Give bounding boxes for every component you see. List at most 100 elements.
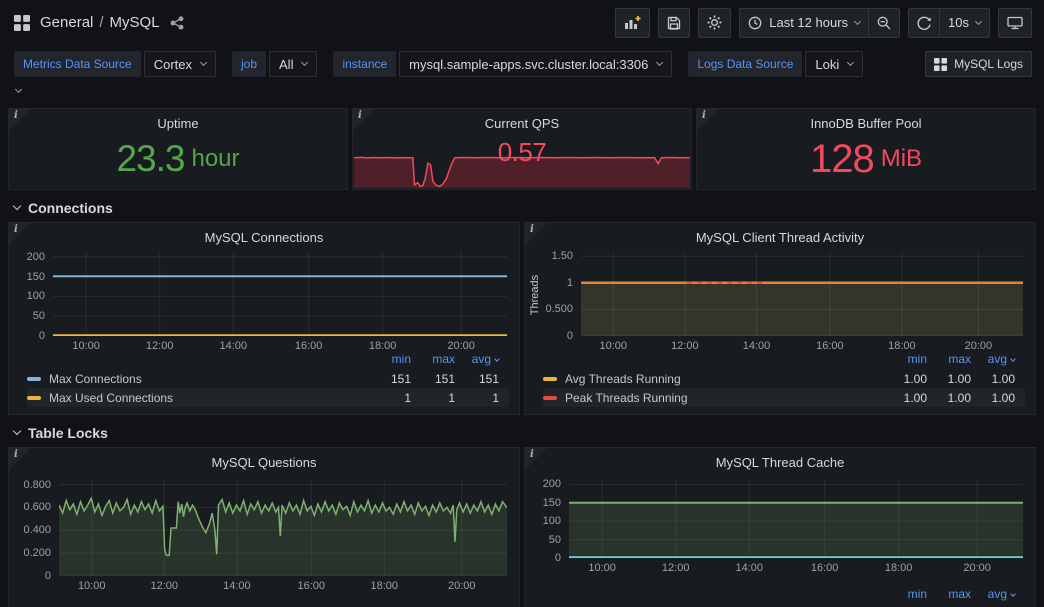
panel-innodb-buffer-pool: i InnoDB Buffer Pool 128 MiB bbox=[696, 108, 1036, 190]
panel-info-corner[interactable] bbox=[9, 109, 31, 131]
series-name: Peak Threads Running bbox=[565, 390, 688, 405]
breadcrumb[interactable]: General / MySQL bbox=[40, 14, 160, 31]
y-tick-label: 0 bbox=[44, 570, 51, 582]
chevron-down-icon bbox=[847, 58, 855, 67]
panel-title[interactable]: MySQL Thread Cache bbox=[715, 455, 845, 470]
legend-value: 1 bbox=[448, 390, 455, 405]
legend-sort-max[interactable]: max bbox=[948, 352, 971, 366]
info-icon: i bbox=[530, 224, 534, 235]
variable-metrics-data-source: Metrics Data Source Cortex bbox=[14, 51, 216, 77]
qps-sparkline-chart[interactable] bbox=[353, 150, 691, 188]
legend-value: 1.00 bbox=[903, 371, 927, 386]
y-tick-label: 0.600 bbox=[23, 501, 51, 514]
breadcrumb-separator: / bbox=[99, 14, 104, 31]
legend-row[interactable]: Peak Threads Running 1.00 1.00 1.00 bbox=[543, 388, 1025, 407]
dashboard-grid-icon[interactable] bbox=[14, 14, 30, 31]
zoom-out-time-button[interactable] bbox=[869, 7, 901, 38]
gear-icon bbox=[707, 15, 722, 30]
panel-mysql-connections: i MySQL Connections 0 50 100 150 200 10:00 12:… bbox=[8, 222, 520, 415]
time-range-picker[interactable]: Last 12 hours bbox=[739, 7, 870, 38]
info-icon: i bbox=[702, 110, 706, 121]
x-tick-label: 16:00 bbox=[816, 340, 844, 352]
y-tick-label: 150 bbox=[542, 496, 561, 509]
x-tick-label: 18:00 bbox=[368, 340, 397, 352]
legend-sort-avg[interactable]: avg bbox=[971, 352, 1016, 366]
panel-info-corner[interactable] bbox=[697, 109, 719, 131]
x-tick-label: 10:00 bbox=[72, 340, 100, 352]
chevron-down-icon bbox=[12, 426, 22, 436]
panel-info-corner[interactable] bbox=[9, 223, 31, 245]
panel-title[interactable]: MySQL Client Thread Activity bbox=[695, 230, 865, 245]
chevron-down-icon bbox=[14, 85, 23, 94]
save-dashboard-button[interactable] bbox=[658, 7, 691, 38]
legend-row[interactable]: Avg Threads Running 1.00 1.00 1.00 bbox=[543, 369, 1025, 388]
dashboard-settings-button[interactable] bbox=[698, 7, 732, 38]
variable-label: Metrics Data Source bbox=[14, 51, 141, 77]
legend-value: 1 bbox=[492, 390, 499, 405]
panel-mysql-client-thread-activity: i MySQL Client Thread Activity Threads 0… bbox=[524, 222, 1036, 415]
panel-title[interactable]: InnoDB Buffer Pool bbox=[810, 116, 922, 131]
refresh-dashboard-button[interactable] bbox=[908, 7, 941, 38]
variable-value-dropdown[interactable]: Loki bbox=[805, 51, 864, 77]
legend-row[interactable]: Max Used Connections 1 1 1 bbox=[27, 388, 509, 407]
share-icon[interactable] bbox=[170, 15, 184, 30]
variable-value-dropdown[interactable]: Cortex bbox=[143, 51, 216, 77]
variable-value-dropdown[interactable]: All bbox=[269, 51, 318, 77]
thread-cache-chart[interactable]: 0 50 100 150 200 10:00 12:00 14:00 16:00 18:00 20:… bbox=[533, 478, 1023, 574]
legend-sort-min[interactable]: min bbox=[907, 587, 927, 601]
chevron-down-icon bbox=[199, 58, 208, 67]
x-tick-label: 16:00 bbox=[297, 580, 325, 592]
chevron-down-icon bbox=[12, 201, 22, 211]
x-tick-label: 18:00 bbox=[370, 580, 398, 592]
legend-sort-avg[interactable]: avg bbox=[455, 352, 500, 366]
panel-info-corner[interactable] bbox=[9, 448, 31, 470]
mysql-logs-link-button[interactable]: MySQL Logs bbox=[925, 51, 1032, 77]
x-tick-label: 14:00 bbox=[223, 580, 251, 592]
stat-number: 23.3 bbox=[116, 138, 185, 179]
legend-row[interactable]: Max Connections 151 151 151 bbox=[27, 369, 509, 388]
stats-row: i Uptime 23.3 hour i Current QPS 0.57 i … bbox=[8, 108, 1036, 190]
section-connections[interactable]: Connections bbox=[12, 200, 1036, 216]
panel-title[interactable]: Current QPS bbox=[484, 116, 560, 131]
cycle-view-mode-button[interactable] bbox=[998, 7, 1032, 38]
refresh-interval-picker[interactable]: 10s bbox=[940, 7, 990, 38]
variable-label: instance bbox=[333, 51, 397, 77]
refresh-icon bbox=[917, 16, 931, 30]
legend: min max avg Avg Threads Running 1.00 1.00 1.00… bbox=[543, 352, 1025, 407]
y-axis-label: Threads bbox=[529, 274, 541, 316]
legend-sort-avg[interactable]: avg bbox=[971, 587, 1016, 601]
variable-instance: instance mysql.sample-apps.svc.cluster.l… bbox=[333, 51, 673, 77]
legend-sort-max[interactable]: max bbox=[948, 587, 971, 601]
stat-unit: hour bbox=[191, 145, 240, 172]
mysql-connections-chart[interactable]: 0 50 100 150 200 10:00 12:00 14:00 16:00 18:00 20:… bbox=[17, 251, 507, 352]
panel-title[interactable]: MySQL Questions bbox=[211, 455, 317, 470]
x-tick-label: 20:00 bbox=[447, 580, 476, 592]
dashboard-grid-icon bbox=[934, 57, 948, 71]
y-tick-label: 0.500 bbox=[545, 303, 573, 316]
thread-activity-chart[interactable]: 0 0.500 1 1.50 10:00 12:00 14:00 16:00 18:00 20:0… bbox=[533, 250, 1023, 352]
series-color-swatch bbox=[543, 395, 557, 400]
panel-title[interactable]: Uptime bbox=[157, 116, 199, 131]
panel-info-corner[interactable] bbox=[353, 109, 375, 131]
panel-title[interactable]: MySQL Connections bbox=[204, 230, 324, 245]
section-table-locks[interactable]: Table Locks bbox=[12, 425, 1036, 441]
x-tick-label: 16:00 bbox=[294, 340, 323, 352]
breadcrumb-folder[interactable]: General bbox=[40, 14, 94, 31]
row-collapse-toggle[interactable] bbox=[0, 82, 1044, 100]
chevron-down-icon bbox=[1010, 591, 1016, 597]
breadcrumb-dashboard[interactable]: MySQL bbox=[109, 14, 160, 31]
legend-value: 151 bbox=[434, 371, 455, 386]
legend-sort-max[interactable]: max bbox=[432, 352, 455, 366]
y-tick-label: 0.400 bbox=[23, 524, 51, 537]
panel-info-corner[interactable] bbox=[525, 448, 547, 470]
variable-value-dropdown[interactable]: mysql.sample-apps.svc.cluster.local:3306 bbox=[399, 51, 673, 77]
info-icon: i bbox=[14, 224, 18, 235]
table-locks-panels-row: i MySQL Questions 0 0.200 0.400 0.600 0.800 1… bbox=[8, 447, 1036, 607]
top-navbar: General / MySQL bbox=[0, 0, 1044, 45]
legend-sort-min[interactable]: min bbox=[907, 352, 927, 366]
mysql-questions-chart[interactable]: 0 0.200 0.400 0.600 0.800 10:00 12:00 14:00 16:0… bbox=[17, 479, 508, 592]
panel-info-corner[interactable] bbox=[525, 223, 547, 245]
legend-value: 1 bbox=[404, 390, 411, 405]
add-panel-button[interactable] bbox=[615, 7, 651, 38]
legend-sort-min[interactable]: min bbox=[391, 352, 411, 366]
